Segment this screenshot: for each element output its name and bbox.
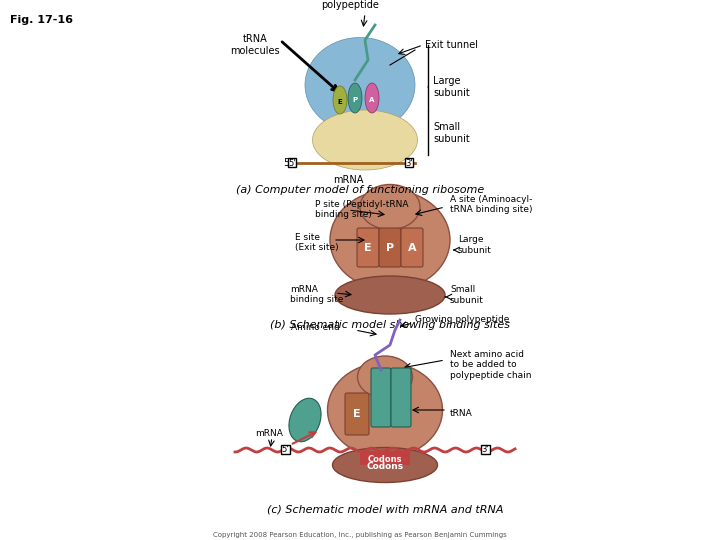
Ellipse shape [360,185,420,230]
FancyBboxPatch shape [379,228,401,267]
FancyBboxPatch shape [345,393,369,435]
FancyBboxPatch shape [391,368,411,427]
Text: Codons: Codons [366,462,404,471]
Text: E: E [354,409,361,419]
Text: E: E [338,99,343,105]
Text: Small
subunit: Small subunit [433,122,469,144]
Text: mRNA
binding site: mRNA binding site [290,285,343,305]
Text: Amino end: Amino end [292,322,340,332]
Ellipse shape [358,356,413,398]
Ellipse shape [348,83,362,113]
Ellipse shape [333,448,438,483]
Text: E site
(Exit site): E site (Exit site) [295,233,338,252]
Ellipse shape [328,362,443,457]
Text: 3': 3' [481,446,489,455]
Text: (b) Schematic model showing binding sites: (b) Schematic model showing binding site… [270,320,510,330]
Text: 5': 5' [283,158,292,168]
Text: Exit tunnel: Exit tunnel [425,40,478,50]
Text: Large
subunit: Large subunit [458,235,492,255]
Ellipse shape [305,37,415,132]
Text: 5': 5' [282,446,289,455]
Text: (c) Schematic model with mRNA and tRNA: (c) Schematic model with mRNA and tRNA [266,505,503,515]
Text: A: A [369,97,374,103]
FancyBboxPatch shape [405,158,413,167]
Ellipse shape [289,398,321,442]
Text: A: A [408,243,416,253]
Text: Next amino acid
to be added to
polypeptide chain: Next amino acid to be added to polypepti… [450,350,531,380]
Text: mRNA: mRNA [333,175,363,185]
Text: Small
subunit: Small subunit [450,285,484,305]
Ellipse shape [330,190,450,290]
Text: Copyright 2008 Pearson Education, Inc., publishing as Pearson Benjamin Cummings: Copyright 2008 Pearson Education, Inc., … [213,532,507,538]
Text: (a) Computer model of functioning ribosome: (a) Computer model of functioning riboso… [236,185,484,195]
FancyBboxPatch shape [371,368,391,427]
Text: 5': 5' [288,159,296,167]
Text: P: P [386,243,394,253]
FancyBboxPatch shape [357,228,379,267]
FancyBboxPatch shape [401,228,423,267]
Text: mRNA: mRNA [255,429,283,437]
Ellipse shape [365,83,379,113]
Ellipse shape [335,276,445,314]
FancyBboxPatch shape [288,158,296,167]
Text: P site (Peptidyl-tRNA
binding site): P site (Peptidyl-tRNA binding site) [315,200,408,219]
Text: Codons: Codons [368,455,402,463]
Text: 3': 3' [405,159,413,167]
FancyBboxPatch shape [281,445,290,454]
FancyBboxPatch shape [481,445,490,454]
Text: P: P [352,97,358,103]
FancyBboxPatch shape [360,451,410,465]
Ellipse shape [333,86,347,114]
Ellipse shape [312,110,418,170]
Text: Fig. 17-16: Fig. 17-16 [10,15,73,25]
Text: Large
subunit: Large subunit [433,76,469,98]
Text: tRNA
molecules: tRNA molecules [230,34,280,56]
Text: tRNA: tRNA [450,408,473,417]
Text: E: E [364,243,372,253]
Text: Growing
polypeptide: Growing polypeptide [321,0,379,10]
Text: A site (Aminoacyl-
tRNA binding site): A site (Aminoacyl- tRNA binding site) [450,195,533,214]
Text: Growing polypeptide: Growing polypeptide [415,315,509,325]
